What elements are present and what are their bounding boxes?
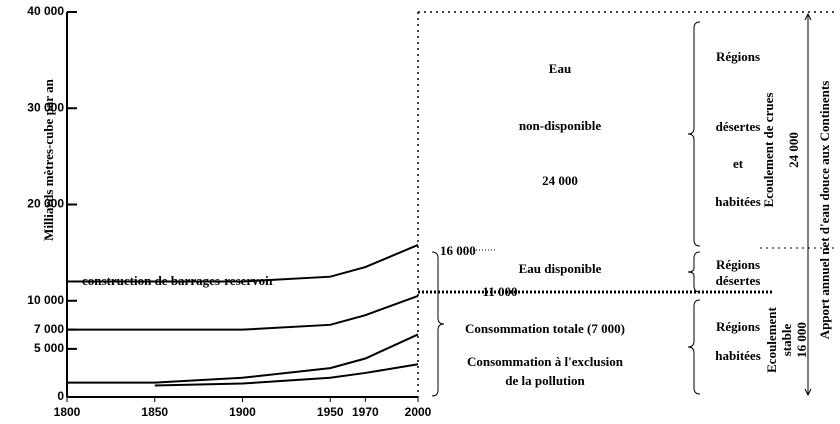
- y-tick-label: 10 000: [27, 293, 64, 307]
- x-tick-label: 2000: [405, 405, 432, 419]
- x-tick-label: 1950: [317, 405, 344, 419]
- x-tick-label: 1800: [54, 405, 81, 419]
- annotation: Régions: [716, 49, 760, 64]
- annotation: 16 000: [440, 243, 476, 258]
- annotation: 16 000: [794, 322, 809, 358]
- annotation: de la pollution: [505, 373, 585, 388]
- annotation: Ecoulement: [764, 306, 779, 372]
- annotation: Consommation totale (7 000): [465, 321, 625, 336]
- line: [67, 333, 419, 384]
- annotation: Régions: [716, 257, 760, 272]
- x-tick-label: 1900: [229, 405, 256, 419]
- annotation: stable: [779, 324, 794, 357]
- x-tick-label: 1850: [141, 405, 168, 419]
- annotation: Eau disponible: [519, 261, 602, 276]
- line: [67, 244, 419, 283]
- annotation: Ecoulement de crues: [761, 93, 776, 208]
- line: [67, 294, 419, 331]
- y-axis-label: Milliards mètres-cube par an: [41, 78, 56, 240]
- decor: [417, 11, 835, 397]
- annotation: et: [733, 156, 744, 171]
- x-tick-label: 1970: [352, 405, 379, 419]
- annotation: désertes: [716, 119, 761, 134]
- annotation: Régions: [716, 319, 760, 334]
- annotation: construction de barrages-reservoir: [82, 273, 275, 288]
- annotation: non-disponible: [519, 118, 602, 133]
- annotation: 11 000: [482, 284, 517, 299]
- y-tick-label: 40 000: [27, 4, 64, 18]
- annotation: 24 000: [542, 173, 578, 188]
- annotation: Consommation à l'exclusion: [467, 354, 624, 369]
- y-tick-label: 30 000: [27, 100, 64, 114]
- y-tick-label: 5 000: [34, 341, 64, 355]
- annotation: habitées: [715, 194, 761, 209]
- y-tick-label: 20 000: [27, 197, 64, 211]
- annotation: 24 000: [786, 132, 801, 168]
- y-tick-label: 0: [57, 389, 64, 403]
- line: [154, 363, 419, 387]
- y-tick-label: 7 000: [34, 322, 64, 336]
- annotation: Apport annuel net d'eau douce aux Contin…: [817, 81, 832, 340]
- annotation: Eau: [549, 61, 571, 76]
- annotation: désertes: [716, 273, 761, 288]
- annotation: habitées: [715, 348, 761, 363]
